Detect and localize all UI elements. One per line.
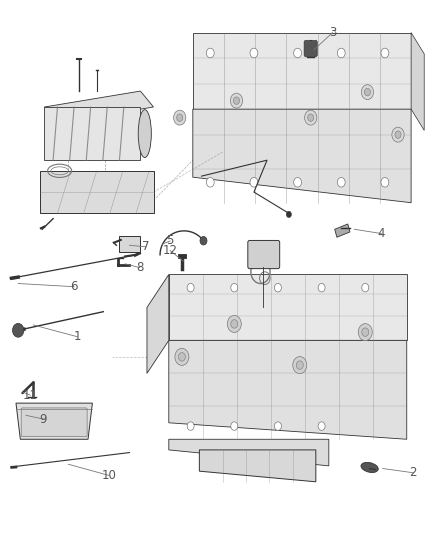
Polygon shape [335,224,350,237]
Circle shape [364,88,371,96]
Circle shape [293,48,301,58]
Circle shape [233,97,240,104]
Circle shape [362,328,369,336]
Polygon shape [169,341,407,439]
Polygon shape [16,403,92,439]
Circle shape [275,284,282,292]
Text: 8: 8 [136,261,143,274]
Text: 11: 11 [23,389,38,402]
Text: 4: 4 [378,227,385,240]
Ellipse shape [361,463,378,473]
Polygon shape [199,450,316,482]
Circle shape [177,114,183,122]
Circle shape [296,361,303,369]
Circle shape [178,353,185,361]
Circle shape [361,85,374,100]
Polygon shape [411,33,424,131]
Polygon shape [44,91,153,123]
Text: 5: 5 [166,235,174,247]
Text: 2: 2 [410,466,417,479]
Text: 6: 6 [70,280,78,293]
Circle shape [395,131,401,139]
Circle shape [175,349,189,366]
Circle shape [231,320,238,328]
Polygon shape [40,171,153,213]
Circle shape [293,357,307,374]
Polygon shape [169,274,407,341]
Circle shape [381,177,389,187]
Ellipse shape [138,110,151,158]
Circle shape [206,177,214,187]
Circle shape [286,211,291,217]
Circle shape [12,324,24,337]
Text: 10: 10 [102,469,117,482]
Polygon shape [147,274,169,373]
Polygon shape [44,107,141,160]
Circle shape [304,110,317,125]
Circle shape [200,237,207,245]
Circle shape [337,177,345,187]
Circle shape [230,93,243,108]
Circle shape [318,284,325,292]
Text: 1: 1 [73,330,81,343]
Polygon shape [193,33,411,109]
Text: 7: 7 [142,240,149,253]
Circle shape [206,48,214,58]
Circle shape [275,422,282,430]
Circle shape [358,324,372,341]
FancyBboxPatch shape [21,408,87,437]
FancyBboxPatch shape [119,236,141,252]
Circle shape [250,177,258,187]
Circle shape [293,177,301,187]
Circle shape [187,284,194,292]
Text: 9: 9 [40,413,47,425]
Circle shape [307,114,314,122]
Text: 12: 12 [162,244,177,257]
Polygon shape [169,439,329,466]
Circle shape [227,316,241,333]
Circle shape [231,422,238,430]
Circle shape [173,110,186,125]
Circle shape [362,284,369,292]
Circle shape [392,127,404,142]
Circle shape [250,48,258,58]
Circle shape [231,284,238,292]
FancyBboxPatch shape [304,41,317,56]
Text: 3: 3 [329,26,336,39]
FancyBboxPatch shape [248,240,280,269]
Circle shape [381,48,389,58]
Circle shape [337,48,345,58]
Circle shape [187,422,194,430]
Polygon shape [193,109,411,203]
Circle shape [318,422,325,430]
